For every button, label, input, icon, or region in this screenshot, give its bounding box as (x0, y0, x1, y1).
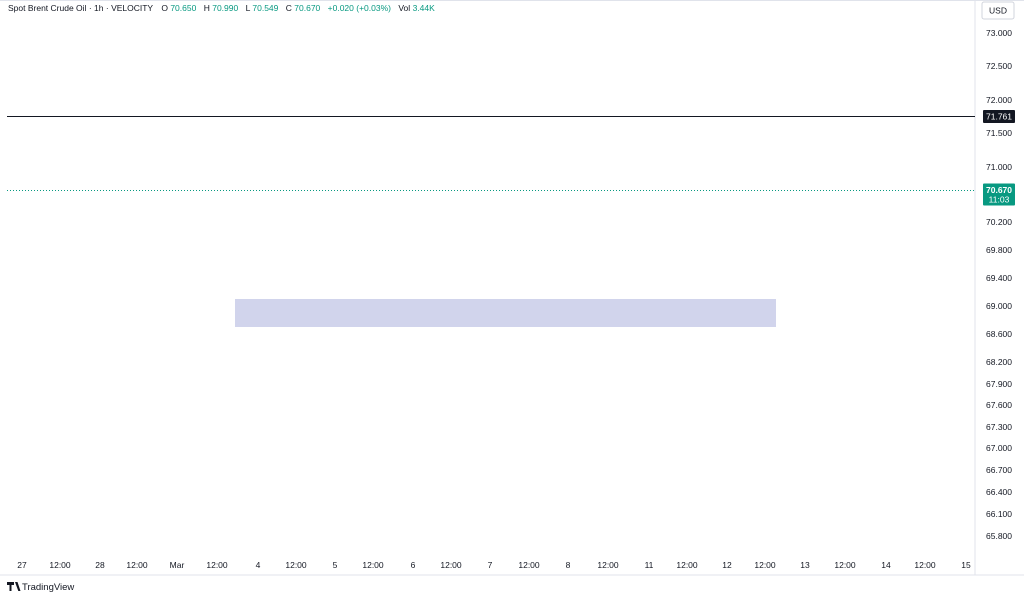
time-tick-label: 14 (881, 560, 891, 570)
interval-label: 1h (94, 3, 104, 13)
price-tick-label: 67.300 (986, 422, 1012, 432)
price-tick-label: 66.100 (986, 509, 1012, 519)
currency-label: USD (989, 6, 1007, 16)
time-axis-labels: 27 12:00 28 12:00 Mar 12:00 4 12:00 5 12:00 6 12:00… (17, 560, 971, 570)
time-tick-label: 13 (800, 560, 810, 570)
hline-price-box: 71.761 (983, 110, 1015, 123)
symbol-name: Spot Brent Crude Oil (8, 3, 87, 13)
price-tick-label: 66.400 (986, 487, 1012, 497)
price-tick-label: 68.200 (986, 357, 1012, 367)
last-price-label: 70.670 (986, 185, 1012, 195)
hline-price-label: 71.761 (986, 112, 1012, 122)
last-price-box: 70.670 11:03 (983, 183, 1015, 206)
price-tick-label: 67.000 (986, 443, 1012, 453)
time-tick-label: 12:00 (49, 560, 71, 570)
time-tick-label: 12:00 (206, 560, 228, 570)
time-tick-label: 12:00 (440, 560, 462, 570)
time-tick-label: 15 (961, 560, 971, 570)
price-tick-label: 65.800 (986, 531, 1012, 541)
price-tick-label: 66.700 (986, 465, 1012, 475)
open-value: 70.650 (170, 3, 196, 13)
time-tick-label: 12:00 (362, 560, 384, 570)
time-tick-label: 12:00 (834, 560, 856, 570)
header-legend: Spot Brent Crude Oil · 1h · VELOCITY O 7… (8, 3, 435, 13)
time-tick-label: 12:00 (676, 560, 698, 570)
time-tick-label: 12:00 (126, 560, 148, 570)
price-tick-label: 72.000 (986, 95, 1012, 105)
high-value: 70.990 (212, 3, 238, 13)
time-tick-label: 12:00 (285, 560, 307, 570)
price-tick-label: 67.900 (986, 379, 1012, 389)
time-tick-label: 8 (566, 560, 571, 570)
price-tick-label: 68.600 (986, 329, 1012, 339)
price-tick-label: 69.000 (986, 301, 1012, 311)
price-tick-label: 69.800 (986, 245, 1012, 255)
price-tick-label: 71.500 (986, 128, 1012, 138)
support-zone-rectangle[interactable] (235, 299, 776, 327)
time-tick-label: 12:00 (754, 560, 776, 570)
tradingview-logo[interactable]: TradingView (7, 582, 74, 593)
low-value: 70.549 (252, 3, 278, 13)
time-tick-label: 6 (411, 560, 416, 570)
time-tick-label: 5 (333, 560, 338, 570)
volume-value: 3.44K (413, 3, 436, 13)
price-tick-label: 69.400 (986, 273, 1012, 283)
currency-button[interactable] (981, 1, 1015, 20)
price-tick-label: 70.200 (986, 217, 1012, 227)
time-tick-label: 4 (256, 560, 261, 570)
close-value: 70.670 (294, 3, 320, 13)
price-axis-labels: 73.000 72.500 72.000 71.500 71.000 70.200 69.8… (986, 28, 1012, 541)
price-tick-label: 67.600 (986, 400, 1012, 410)
time-tick-label: 11 (645, 560, 654, 570)
time-tick-label: 27 (17, 560, 27, 570)
price-tick-label: 71.000 (986, 162, 1012, 172)
countdown-label: 11:03 (989, 195, 1010, 205)
source-label: VELOCITY (111, 3, 153, 13)
price-tick-label: 72.500 (986, 61, 1012, 71)
time-tick-label: Mar (170, 560, 185, 570)
change-value: +0.020 (+0.03%) (328, 3, 391, 13)
tradingview-logo-icon (7, 582, 21, 591)
tradingview-brand-text: TradingView (22, 582, 74, 593)
time-tick-label: 12:00 (914, 560, 936, 570)
time-tick-label: 28 (95, 560, 105, 570)
price-tick-label: 73.000 (986, 28, 1012, 38)
time-tick-label: 12:00 (518, 560, 540, 570)
time-tick-label: 12:00 (597, 560, 619, 570)
time-tick-label: 7 (488, 560, 493, 570)
svg-text:Spot Brent Crude Oil ·: Spot Brent Crude Oil · 1h · VELOCITY O 7… (8, 3, 435, 13)
time-tick-label: 12 (722, 560, 732, 570)
